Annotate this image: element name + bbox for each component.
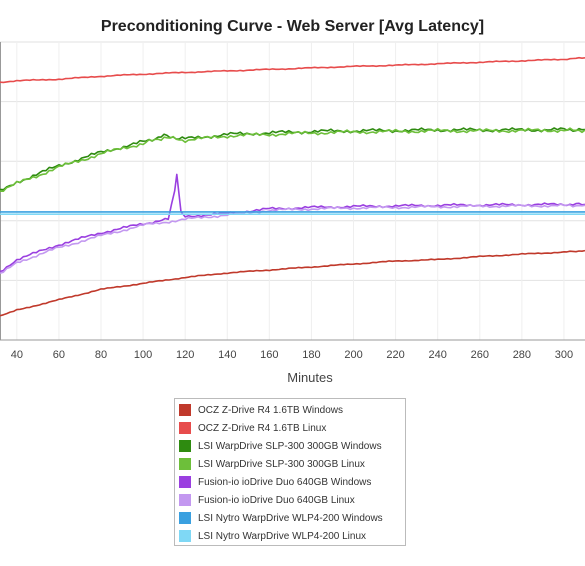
x-tick-label: 140 (218, 349, 236, 361)
x-tick-label: 40 (11, 349, 23, 361)
x-tick-label: 180 (302, 349, 320, 361)
legend-label: LSI Nytro WarpDrive WLP4-200 Windows (198, 512, 383, 524)
legend-label: LSI WarpDrive SLP-300 300GB Linux (198, 458, 365, 470)
legend-item: LSI WarpDrive SLP-300 300GB Windows (179, 437, 405, 455)
x-tick-label: 160 (260, 349, 278, 361)
series-line (0, 249, 585, 317)
x-tick-label: 220 (386, 349, 404, 361)
series-line (0, 173, 585, 273)
legend-label: LSI WarpDrive SLP-300 300GB Windows (198, 440, 382, 452)
x-tick-labels: 40 60 80 100 120 140 160 180 200 220 240 260 280 300 (11, 349, 573, 361)
chart-plot: 40 60 80 100 120 140 160 180 200 220 240 260 280 300 … (0, 41, 585, 385)
legend-swatch (179, 512, 191, 524)
legend-label: OCZ Z-Drive R4 1.6TB Linux (198, 422, 327, 434)
legend-item: LSI Nytro WarpDrive WLP4-200 Linux (179, 527, 405, 545)
series-lines (0, 56, 585, 317)
series-line (0, 203, 585, 275)
legend-swatch (179, 422, 191, 434)
x-tick-label: 300 (555, 349, 573, 361)
x-tick-label: 200 (344, 349, 362, 361)
legend: OCZ Z-Drive R4 1.6TB Windows OCZ Z-Drive … (174, 398, 406, 546)
x-tick-label: 100 (134, 349, 152, 361)
legend-item: OCZ Z-Drive R4 1.6TB Linux (179, 419, 405, 437)
x-tick-label: 260 (471, 349, 489, 361)
x-tick-label: 120 (176, 349, 194, 361)
x-tick-label: 280 (513, 349, 531, 361)
chart-title: Preconditioning Curve - Web Server [Avg … (100, 18, 485, 35)
x-tick-label: 240 (429, 349, 447, 361)
x-axis-label: Minutes (287, 370, 333, 385)
legend-label: Fusion-io ioDrive Duo 640GB Windows (198, 476, 372, 488)
series-line (0, 127, 585, 191)
x-tick-label: 80 (95, 349, 107, 361)
axes (0, 42, 585, 341)
legend-label: Fusion-io ioDrive Duo 640GB Linux (198, 494, 355, 506)
legend-item: OCZ Z-Drive R4 1.6TB Windows (179, 401, 405, 419)
legend-swatch (179, 494, 191, 506)
legend-item: Fusion-io ioDrive Duo 640GB Linux (179, 491, 405, 509)
legend-swatch (179, 440, 191, 452)
legend-swatch (179, 530, 191, 542)
legend-swatch (179, 458, 191, 470)
legend-item: Fusion-io ioDrive Duo 640GB Windows (179, 473, 405, 491)
series-line (0, 56, 585, 84)
legend-label: LSI Nytro WarpDrive WLP4-200 Linux (198, 530, 367, 542)
legend-item: LSI Nytro WarpDrive WLP4-200 Windows (179, 509, 405, 527)
grid-lines (0, 41, 585, 341)
legend-label: OCZ Z-Drive R4 1.6TB Windows (198, 404, 344, 416)
legend-swatch (179, 404, 191, 416)
series-line (0, 127, 585, 192)
legend-item: LSI WarpDrive SLP-300 300GB Linux (179, 455, 405, 473)
legend-swatch (179, 476, 191, 488)
x-tick-label: 60 (53, 349, 65, 361)
